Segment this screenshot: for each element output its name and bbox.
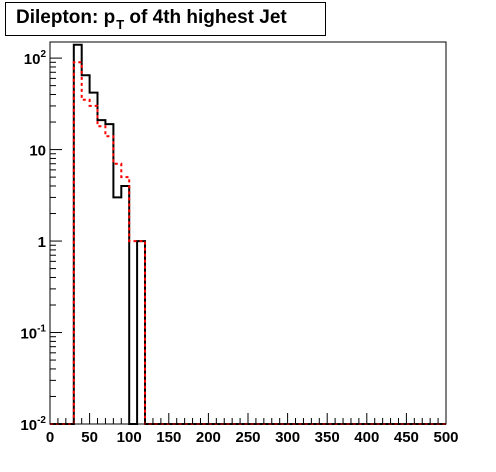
x-tick-label: 350 [315,429,340,446]
y-tick-label: 10 [29,143,46,160]
series-layer [50,43,446,425]
x-tick-label: 250 [235,429,260,446]
plot-frame [49,41,447,425]
series-1-line [50,61,446,425]
y-tick-label: 10-1 [20,324,46,343]
x-axis: 0 50 100 150 200 250 300 350 400 450 500 [46,413,459,446]
x-tick-label: 200 [196,429,221,446]
series-0-line [50,43,446,425]
title-subscript: T [116,17,125,32]
chart-title: Dilepton: pT of 4th highest Jet [5,2,326,36]
x-tick-label: 150 [156,429,181,446]
x-tick-label: 450 [394,429,419,446]
title-prefix: Dilepton: p [16,7,116,28]
x-tick-label: 100 [117,429,142,446]
title-suffix: of 4th highest Jet [124,7,287,28]
x-tick-label: 400 [354,429,379,446]
y-tick-label: 1 [38,234,46,251]
x-tick-label: 0 [46,429,54,446]
x-tick-label: 50 [81,429,98,446]
x-tick-label: 300 [275,429,300,446]
x-tick-label: 500 [433,429,458,446]
y-tick-label: 10-2 [20,415,46,434]
y-tick-label: 102 [24,49,47,68]
y-axis: 10-2 10-1 1 10 102 [20,49,62,434]
